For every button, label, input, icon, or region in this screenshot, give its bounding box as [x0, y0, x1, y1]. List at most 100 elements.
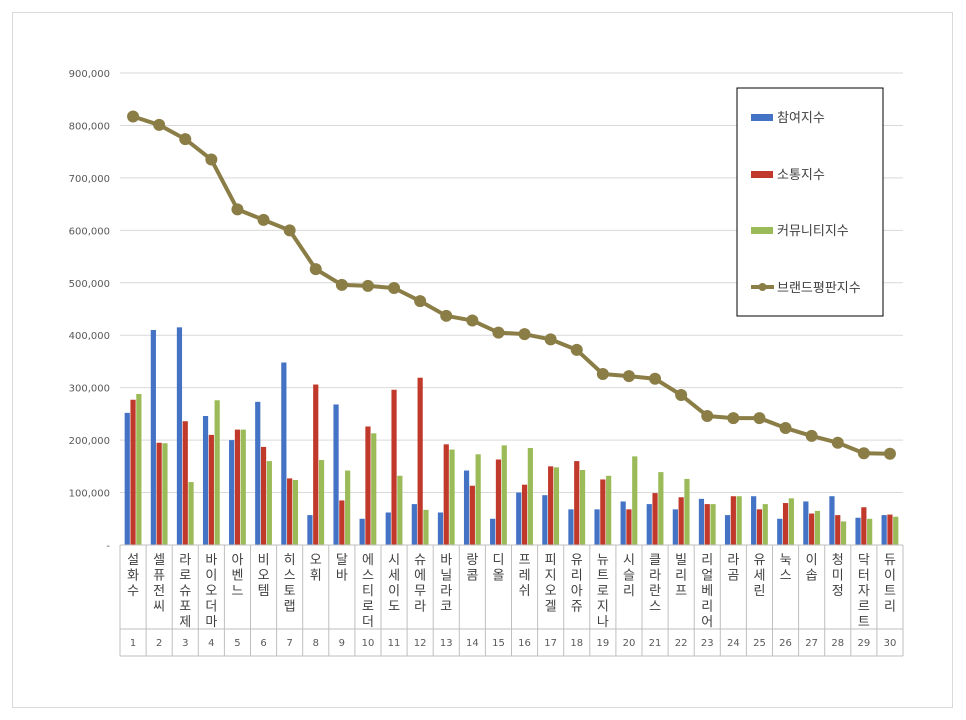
bar: [542, 495, 548, 545]
x-rank-label: 15: [492, 638, 505, 649]
bar: [281, 362, 287, 545]
bar: [318, 460, 325, 545]
bar: [397, 475, 403, 545]
x-rank-label: 9: [339, 638, 345, 649]
brand-index-point: [127, 110, 140, 123]
x-rank-label: 26: [779, 638, 792, 649]
bar: [579, 470, 586, 545]
brand-index-point: [388, 282, 401, 295]
bar: [333, 404, 339, 545]
y-tick-label: 200,000: [69, 436, 110, 447]
brand-index-point: [309, 263, 322, 276]
bar: [359, 518, 365, 545]
bar: [782, 503, 789, 545]
bar: [724, 515, 731, 545]
bar: [527, 447, 533, 545]
bar: [176, 327, 183, 545]
bar: [756, 509, 763, 545]
bar: [788, 498, 794, 545]
legend-swatch: [751, 114, 773, 121]
x-rank-label: 18: [570, 638, 583, 649]
x-rank-label: 17: [544, 638, 557, 649]
bar: [391, 389, 397, 545]
bars: [124, 327, 899, 545]
brand-index-point: [466, 314, 479, 327]
brand-index-point: [753, 412, 766, 425]
legend-marker: [758, 283, 767, 291]
x-rank-label: 3: [182, 638, 188, 649]
bar: [736, 496, 742, 545]
brand-index-line: [127, 110, 896, 460]
bar: [202, 415, 209, 545]
bar: [339, 500, 345, 545]
x-rank-label: 19: [596, 638, 609, 649]
x-rank-label: 2: [156, 638, 162, 649]
bar: [521, 484, 528, 545]
x-rank-label: 30: [884, 638, 897, 649]
brand-index-point: [596, 368, 609, 381]
x-rank-label: 4: [208, 638, 214, 649]
bar: [553, 467, 560, 545]
x-rank-label: 7: [286, 638, 292, 649]
bar: [881, 515, 887, 545]
legend-item: 소통지수: [751, 168, 825, 183]
bar: [130, 399, 136, 545]
brand-reputation-chart: - 100,000 200,000 300,000 400,000 500,000 600,…: [69, 69, 904, 657]
brand-index-point: [335, 278, 348, 291]
x-rank-label: 28: [831, 638, 844, 649]
legend-item: 브랜드평판지수: [751, 281, 861, 296]
x-rank-label: 29: [857, 638, 870, 649]
bar: [516, 492, 522, 545]
bar: [469, 485, 475, 545]
x-axis-table: 설 화 수 1 셀 퓨 전 씨 2 라 로 슈 포 제 3 바 이 오 더 마 4 아 벤 느 5 비 오 템 6 히 스 토 랩 7 오 휘 8 달 바 9…: [119, 544, 904, 657]
legend-box: [736, 87, 884, 317]
legend-swatch: [751, 227, 773, 234]
x-rank-label: 16: [518, 638, 531, 649]
legend-item: 참여지수: [751, 111, 825, 126]
bar: [287, 478, 293, 545]
brand-index-point: [779, 422, 792, 435]
bar: [124, 412, 130, 545]
brand-index-point: [857, 447, 870, 460]
bar: [255, 401, 261, 545]
bar: [443, 444, 449, 545]
bar: [867, 518, 873, 545]
legend-swatch: [751, 171, 773, 178]
bar: [777, 518, 783, 545]
y-axis-tick-labels: - 100,000 200,000 300,000 400,000 500,000 600,…: [69, 69, 111, 552]
bar: [594, 509, 600, 545]
bar: [814, 510, 821, 545]
y-tick-label: 500,000: [69, 279, 110, 290]
bar: [809, 513, 815, 545]
bar: [730, 496, 736, 545]
x-rank-label: 10: [362, 638, 375, 649]
x-rank-label: 14: [466, 638, 479, 649]
bar: [234, 429, 241, 545]
bar: [385, 512, 391, 545]
bar: [698, 498, 705, 545]
bar: [365, 426, 371, 545]
bar: [835, 515, 841, 545]
brand-index-point: [649, 372, 662, 385]
legend-label: 참여지수: [777, 111, 825, 126]
brand-index-point: [361, 279, 374, 292]
bar: [437, 512, 444, 545]
